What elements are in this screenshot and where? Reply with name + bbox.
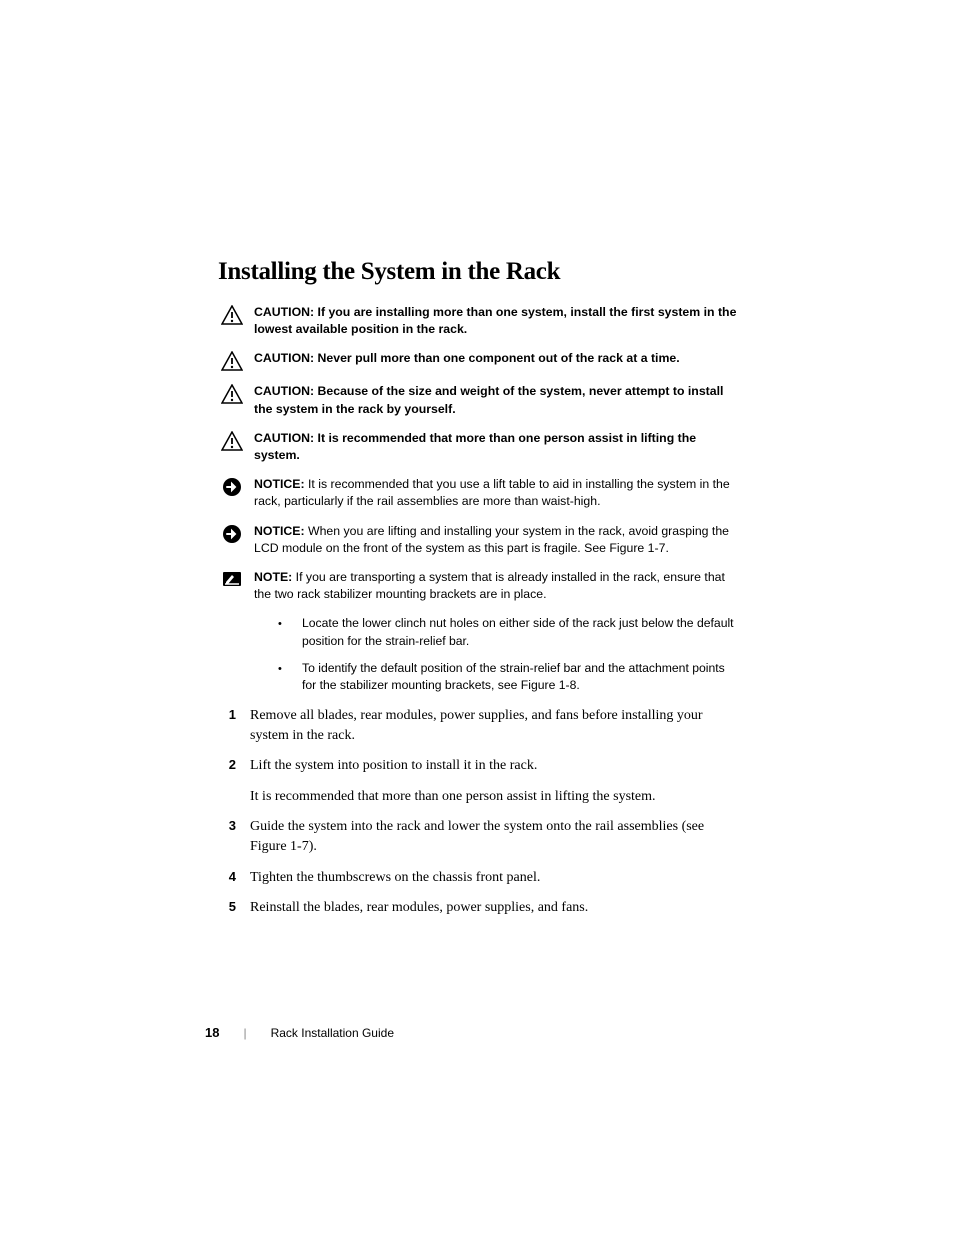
callout-item: NOTICE: When you are lifting and install… xyxy=(218,523,738,557)
sub-bullet-item: •To identify the default position of the… xyxy=(278,660,738,694)
callout-body: When you are lifting and installing your… xyxy=(254,524,729,555)
caution-icon-wrapper xyxy=(218,384,246,404)
step-text: Tighten the thumbscrews on the chassis f… xyxy=(250,868,540,888)
callout-text: CAUTION: It is recommended that more tha… xyxy=(254,430,738,464)
callout-body: If you are transporting a system that is… xyxy=(254,570,725,601)
note-icon-wrapper xyxy=(218,570,246,588)
caution-icon-wrapper xyxy=(218,305,246,325)
callout-label: NOTICE: xyxy=(254,524,308,538)
numbered-list: 1Remove all blades, rear modules, power … xyxy=(218,706,738,918)
notice-icon xyxy=(221,477,243,497)
callout-body: It is recommended that you use a lift ta… xyxy=(254,477,730,508)
step-number: 2 xyxy=(218,757,250,772)
callouts-region: CAUTION: If you are installing more than… xyxy=(218,304,738,603)
callout-body: Never pull more than one component out o… xyxy=(318,351,680,365)
step-item: 2Lift the system into position to instal… xyxy=(218,756,738,776)
step-item: 4Tighten the thumbscrews on the chassis … xyxy=(218,868,738,888)
sub-bullet-text: To identify the default position of the … xyxy=(302,660,738,694)
step-subtext: It is recommended that more than one per… xyxy=(250,787,738,807)
callout-label: CAUTION: xyxy=(254,384,318,398)
footer-divider: | xyxy=(243,1026,246,1040)
callout-text: CAUTION: If you are installing more than… xyxy=(254,304,738,338)
caution-icon xyxy=(221,384,243,404)
note-icon xyxy=(221,570,243,588)
caution-icon xyxy=(221,431,243,451)
callout-item: NOTE: If you are transporting a system t… xyxy=(218,569,738,603)
step-text: Lift the system into position to install… xyxy=(250,756,537,776)
callout-text: NOTE: If you are transporting a system t… xyxy=(254,569,738,603)
bullet-marker: • xyxy=(278,617,302,632)
notice-icon-wrapper xyxy=(218,477,246,497)
step-text: Remove all blades, rear modules, power s… xyxy=(250,706,738,747)
callout-text: CAUTION: Never pull more than one compon… xyxy=(254,350,680,367)
step-number: 1 xyxy=(218,707,250,722)
sub-bullets: •Locate the lower clinch nut holes on ei… xyxy=(278,615,738,693)
step-item: 3Guide the system into the rack and lowe… xyxy=(218,817,738,858)
callout-label: NOTICE: xyxy=(254,477,308,491)
bullet-marker: • xyxy=(278,662,302,677)
notice-icon-wrapper xyxy=(218,524,246,544)
callout-item: CAUTION: It is recommended that more tha… xyxy=(218,430,738,464)
footer-title: Rack Installation Guide xyxy=(271,1026,394,1040)
callout-label: CAUTION: xyxy=(254,305,318,319)
step-item: 5Reinstall the blades, rear modules, pow… xyxy=(218,898,738,918)
notice-icon xyxy=(221,524,243,544)
caution-icon xyxy=(221,351,243,371)
callout-item: CAUTION: Never pull more than one compon… xyxy=(218,350,738,371)
page-content: Installing the System in the Rack CAUTIO… xyxy=(218,258,738,928)
callout-label: CAUTION: xyxy=(254,431,318,445)
main-heading: Installing the System in the Rack xyxy=(218,258,738,286)
sub-bullet-item: •Locate the lower clinch nut holes on ei… xyxy=(278,615,738,649)
step-item: 1Remove all blades, rear modules, power … xyxy=(218,706,738,747)
callout-item: CAUTION: Because of the size and weight … xyxy=(218,383,738,417)
caution-icon xyxy=(221,305,243,325)
callout-body: Because of the size and weight of the sy… xyxy=(254,384,723,415)
callout-item: NOTICE: It is recommended that you use a… xyxy=(218,476,738,510)
footer-page-number: 18 xyxy=(205,1025,219,1040)
callout-item: CAUTION: If you are installing more than… xyxy=(218,304,738,338)
callout-text: NOTICE: It is recommended that you use a… xyxy=(254,476,738,510)
step-text: Guide the system into the rack and lower… xyxy=(250,817,738,858)
callout-body: If you are installing more than one syst… xyxy=(254,305,736,336)
callout-label: NOTE: xyxy=(254,570,296,584)
step-number: 3 xyxy=(218,818,250,833)
callout-body: It is recommended that more than one per… xyxy=(254,431,696,462)
caution-icon-wrapper xyxy=(218,351,246,371)
callout-text: CAUTION: Because of the size and weight … xyxy=(254,383,738,417)
callout-text: NOTICE: When you are lifting and install… xyxy=(254,523,738,557)
page-footer: 18 | Rack Installation Guide xyxy=(205,1025,394,1040)
sub-bullet-text: Locate the lower clinch nut holes on eit… xyxy=(302,615,738,649)
callout-label: CAUTION: xyxy=(254,351,318,365)
step-number: 5 xyxy=(218,899,250,914)
step-number: 4 xyxy=(218,869,250,884)
caution-icon-wrapper xyxy=(218,431,246,451)
step-text: Reinstall the blades, rear modules, powe… xyxy=(250,898,588,918)
